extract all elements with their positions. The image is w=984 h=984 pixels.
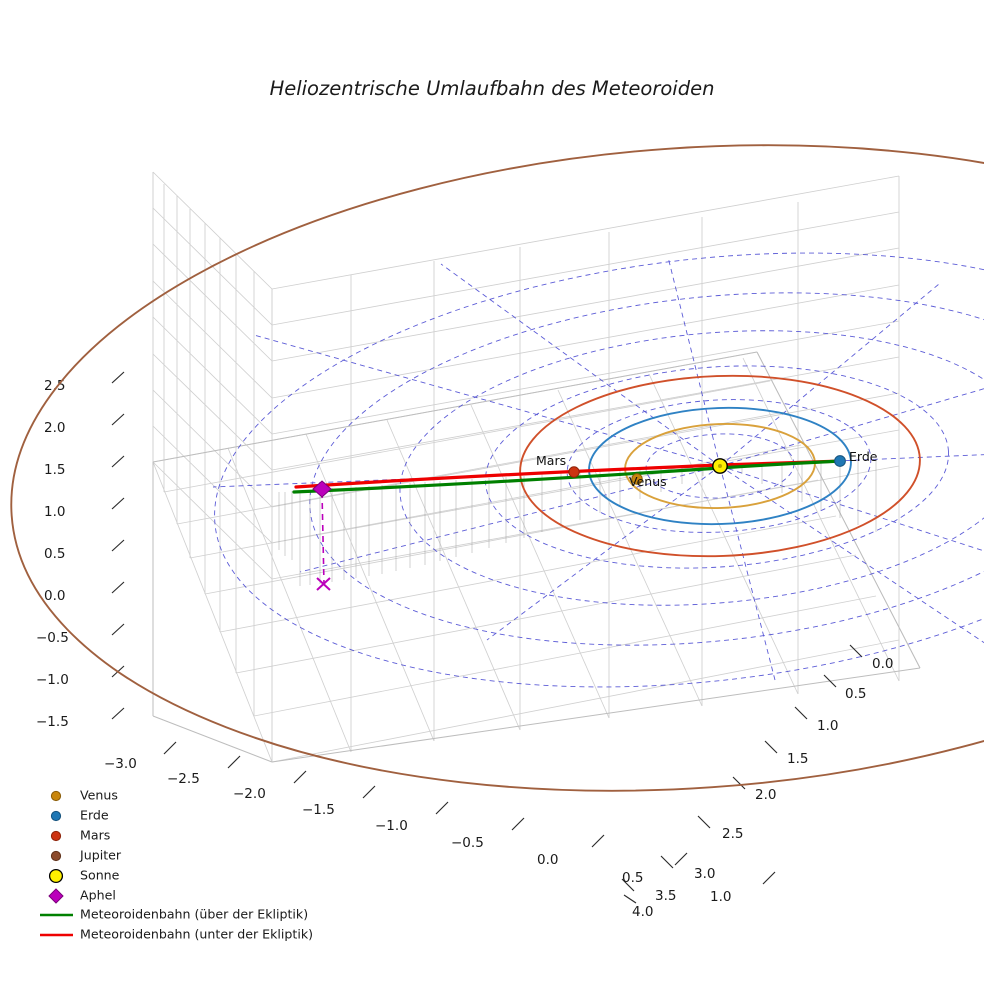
z-tick-1: 2.0 xyxy=(44,420,65,436)
legend-label-aphel: Aphel xyxy=(80,888,116,903)
y-tick-8: 4.0 xyxy=(632,904,653,920)
aphel-drop-line xyxy=(321,491,325,585)
right-back-edge xyxy=(756,351,921,669)
legend-label-erde: Erde xyxy=(80,808,109,823)
x-tick-5: −0.5 xyxy=(451,835,484,851)
back-wall-grid xyxy=(271,175,900,762)
y-tick-6: 3.0 xyxy=(694,866,715,882)
z-tick-7: −1.0 xyxy=(36,672,69,688)
z-tick-4: 0.5 xyxy=(44,546,65,562)
meteoroid-stems xyxy=(278,459,877,586)
sun-marker xyxy=(712,458,728,474)
mars-legend-icon xyxy=(50,830,62,842)
z-tick-labels: 2.5 2.0 1.5 1.0 0.5 0.0 −0.5 −1.0 −1.5 xyxy=(36,378,69,730)
legend-item-erde[interactable]: Erde xyxy=(50,808,109,823)
z-tick-3: 1.0 xyxy=(44,504,65,520)
x-tick-4: −1.0 xyxy=(375,818,408,834)
x-tick-7: 0.5 xyxy=(622,870,643,886)
x-tick-labels: −3.0 −2.5 −2.0 −1.5 −1.0 −0.5 0.0 0.5 1.… xyxy=(104,756,731,905)
legend-label-meteoroid-above: Meteoroidenbahn (über der Ekliptik) xyxy=(80,907,308,922)
x-tick-6: 0.0 xyxy=(537,852,558,868)
z-tick-2: 1.5 xyxy=(44,462,65,478)
legend-item-jupiter[interactable]: Jupiter xyxy=(50,848,122,863)
legend-item-mars[interactable]: Mars xyxy=(50,828,110,843)
aphel-ground-x xyxy=(316,577,331,591)
mars-label: Mars xyxy=(536,453,566,468)
bottom-pane-grid xyxy=(152,351,921,763)
y-axis-spine-right xyxy=(271,667,921,763)
y-tick-labels: 0.0 0.5 1.0 1.5 2.0 2.5 3.0 3.5 4.0 xyxy=(632,656,893,920)
y-tick-7: 3.5 xyxy=(655,888,676,904)
legend: Venus Erde Mars Jupiter Sonne xyxy=(40,788,313,942)
x-axis-ticks xyxy=(163,741,776,885)
meteoroid-orbit xyxy=(292,459,845,494)
y-axis-ticks xyxy=(621,644,863,904)
aphel-marker xyxy=(312,480,332,498)
x-axis-spine-left xyxy=(152,715,273,763)
legend-label-sonne: Sonne xyxy=(80,868,120,883)
y-tick-2: 1.0 xyxy=(817,718,838,734)
y-tick-0: 0.0 xyxy=(872,656,893,672)
aphel-legend-icon xyxy=(48,888,64,904)
z-tick-5: 0.0 xyxy=(44,588,65,604)
page-title: Heliozentrische Umlaufbahn des Meteoroid… xyxy=(270,77,715,100)
bottom-back-edge xyxy=(152,351,758,463)
left-wall-grid xyxy=(152,171,273,762)
y-tick-4: 2.0 xyxy=(755,787,776,803)
x-tick-3: −1.5 xyxy=(302,802,335,818)
legend-item-meteoroid-below[interactable]: Meteoroidenbahn (unter der Ekliptik) xyxy=(40,927,313,942)
x-tick-1: −2.5 xyxy=(167,771,200,787)
z-tick-6: −0.5 xyxy=(36,630,69,646)
x-tick-0: −3.0 xyxy=(104,756,137,772)
erde-label: Erde xyxy=(849,449,878,464)
legend-item-venus[interactable]: Venus xyxy=(50,788,118,803)
aphel-group xyxy=(312,480,332,591)
erde-legend-icon xyxy=(50,810,62,822)
sun-legend-icon xyxy=(48,868,64,884)
legend-label-mars: Mars xyxy=(80,828,110,843)
legend-label-jupiter: Jupiter xyxy=(79,848,122,863)
legend-item-sonne[interactable]: Sonne xyxy=(48,868,120,884)
z-tick-8: −1.5 xyxy=(36,714,69,730)
venus-label: Venus xyxy=(629,474,667,489)
erde-marker xyxy=(834,455,846,467)
axis-spines xyxy=(152,351,921,763)
legend-item-meteoroid-above[interactable]: Meteoroidenbahn (über der Ekliptik) xyxy=(40,907,308,922)
venus-legend-icon xyxy=(50,790,62,802)
jupiter-legend-icon xyxy=(50,850,62,862)
y-tick-3: 1.5 xyxy=(787,751,808,767)
x-tick-2: −2.0 xyxy=(233,786,266,802)
planet-markers xyxy=(568,455,846,485)
venus-marker xyxy=(631,473,643,485)
meteoroid-above-ecliptic-track xyxy=(292,459,845,494)
mars-marker xyxy=(568,466,580,478)
jupiter-orbit xyxy=(10,144,984,792)
legend-label-meteoroid-below: Meteoroidenbahn (unter der Ekliptik) xyxy=(80,927,313,942)
x-tick-8: 1.0 xyxy=(710,889,731,905)
z-axis-ticks xyxy=(111,371,125,720)
y-tick-5: 2.5 xyxy=(722,826,743,842)
legend-label-venus: Venus xyxy=(80,788,118,803)
y-tick-1: 0.5 xyxy=(845,686,866,702)
legend-item-aphel[interactable]: Aphel xyxy=(48,888,116,904)
point-labels: Mars Venus Erde xyxy=(536,449,878,489)
